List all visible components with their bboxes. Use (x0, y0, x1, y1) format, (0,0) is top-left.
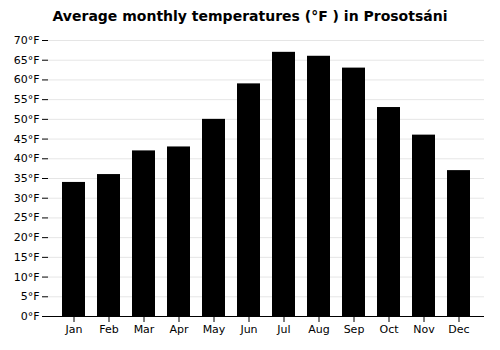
html-text:Average monthly temperatures (: Average monthly temperatures (°F ) in Pr… (52, 8, 448, 24)
svg-text:55°F: 55°F (14, 93, 40, 106)
svg-text:Sep: Sep (344, 323, 365, 336)
svg-text:Dec: Dec (448, 323, 469, 336)
svg-text:60°F: 60°F (14, 73, 40, 86)
svg-text:15°F: 15°F (14, 251, 40, 264)
svg-text:30°F: 30°F (14, 192, 40, 205)
svg-text:50°F: 50°F (14, 113, 40, 126)
svg-text:Mar: Mar (134, 323, 155, 336)
svg-text:Jul: Jul (276, 323, 290, 336)
svg-text:5°F: 5°F (21, 290, 40, 303)
svg-text:Aug: Aug (308, 323, 329, 336)
svg-text:Oct: Oct (379, 323, 399, 336)
svg-text:May: May (203, 323, 226, 336)
svg-text:20°F: 20°F (14, 231, 40, 244)
svg-text:0°F: 0°F (21, 310, 40, 323)
svg-text:Jan: Jan (65, 323, 83, 336)
svg-text:35°F: 35°F (14, 172, 40, 185)
svg-text:10°F: 10°F (14, 271, 40, 284)
svg-text:40°F: 40°F (14, 152, 40, 165)
svg-text:Jun: Jun (239, 323, 257, 336)
svg-text:Feb: Feb (99, 323, 118, 336)
svg-text:45°F: 45°F (14, 133, 40, 146)
svg-text:Nov: Nov (413, 323, 435, 336)
svg-text:25°F: 25°F (14, 211, 40, 224)
svg-text:65°F: 65°F (14, 54, 40, 67)
svg-text:70°F: 70°F (14, 34, 40, 47)
svg-text:Apr: Apr (169, 323, 189, 336)
